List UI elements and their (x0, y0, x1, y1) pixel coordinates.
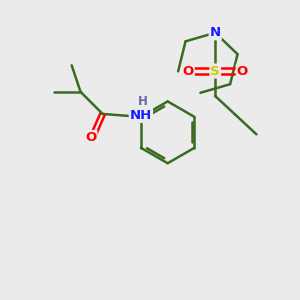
Text: O: O (182, 64, 194, 77)
Text: NH: NH (130, 109, 152, 122)
Text: S: S (210, 64, 220, 77)
Text: H: H (137, 95, 147, 108)
Text: O: O (85, 131, 97, 144)
Text: O: O (237, 64, 248, 77)
Text: N: N (210, 26, 221, 39)
